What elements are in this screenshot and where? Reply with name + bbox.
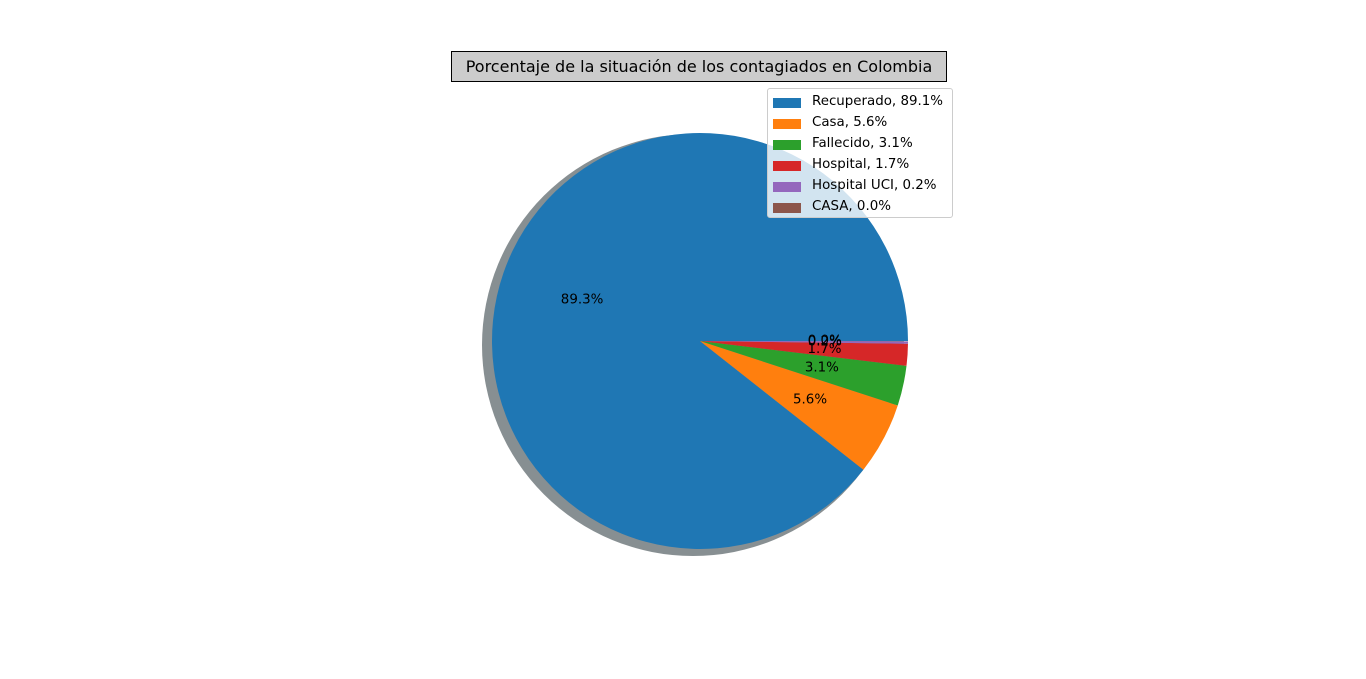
legend-item: Fallecido, 3.1% — [768, 134, 952, 155]
legend: Recuperado, 89.1% Casa, 5.6% Fallecido, 3.… — [767, 88, 953, 218]
legend-item: Hospital UCI, 0.2% — [768, 176, 952, 197]
pct-label-2: 5.6% — [793, 392, 827, 407]
pct-label-3: 3.1% — [805, 360, 839, 375]
legend-item: CASA, 0.0% — [768, 197, 952, 218]
legend-item: Hospital, 1.7% — [768, 155, 952, 176]
legend-item: Recuperado, 89.1% — [768, 92, 952, 113]
chart-title: Porcentaje de la situación de los contag… — [451, 51, 947, 82]
legend-label: Hospital UCI, 0.2% — [812, 178, 937, 193]
legend-swatch — [773, 203, 801, 213]
legend-label: Fallecido, 3.1% — [812, 136, 913, 151]
legend-swatch — [773, 161, 801, 171]
legend-label: Hospital, 1.7% — [812, 157, 909, 172]
legend-swatch — [773, 140, 801, 150]
pct-label-1: 89.3% — [561, 293, 604, 308]
legend-swatch — [773, 182, 801, 192]
legend-label: CASA, 0.0% — [812, 199, 891, 214]
pct-label-6: 0.0% — [808, 334, 842, 349]
legend-item: Casa, 5.6% — [768, 113, 952, 134]
legend-label: Recuperado, 89.1% — [812, 94, 943, 109]
legend-swatch — [773, 98, 801, 108]
legend-label: Casa, 5.6% — [812, 115, 887, 130]
legend-swatch — [773, 119, 801, 129]
